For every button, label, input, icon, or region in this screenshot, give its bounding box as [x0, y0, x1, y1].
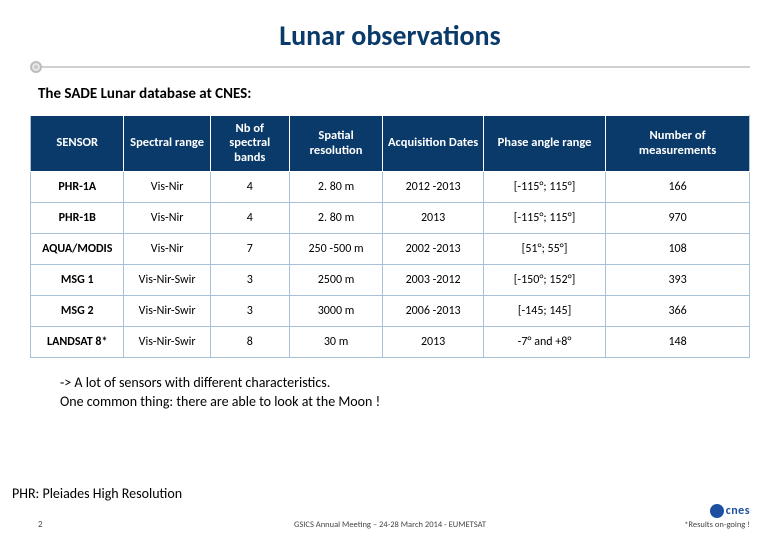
cell: Vis-Nir-Swir: [124, 265, 210, 296]
rule-line: [42, 66, 750, 68]
cell: 250 -500 m: [289, 234, 382, 265]
cell: 8: [210, 327, 289, 358]
cell: 3: [210, 296, 289, 327]
cell: 3000 m: [289, 296, 382, 327]
cell: 2006 -2013: [383, 296, 484, 327]
cell: 30 m: [289, 327, 382, 358]
footer-center: GSICS Annual Meeting – 24-28 March 2014 …: [294, 520, 486, 530]
cell: [-150°; 152°]: [483, 265, 605, 296]
table-row: PHR-1A Vis-Nir 4 2. 80 m 2012 -2013 [-11…: [31, 172, 750, 203]
cell-sensor: PHR-1B: [31, 203, 124, 234]
cell: 4: [210, 172, 289, 203]
note-block: -> A lot of sensors with different chara…: [60, 374, 750, 412]
cell: 2013: [383, 203, 484, 234]
cell: 166: [606, 172, 750, 203]
cell: 2002 -2013: [383, 234, 484, 265]
col-nb-bands: Nb of spectral bands: [210, 116, 289, 172]
cell: 2003 -2012: [383, 265, 484, 296]
table-row: MSG 1 Vis-Nir-Swir 3 2500 m 2003 -2012 […: [31, 265, 750, 296]
col-phase-angle: Phase angle range: [483, 116, 605, 172]
subtitle: The SADE Lunar database at CNES:: [38, 85, 750, 103]
cell-sensor: PHR-1A: [31, 172, 124, 203]
cell-sensor: MSG 2: [31, 296, 124, 327]
page-number: 2: [38, 519, 43, 530]
col-spatial-res: Spatial resolution: [289, 116, 382, 172]
footer-right: *Results on-going !: [684, 520, 750, 530]
cell-sensor: MSG 1: [31, 265, 124, 296]
cell: 3: [210, 265, 289, 296]
cell: 393: [606, 265, 750, 296]
cell: 2. 80 m: [289, 203, 382, 234]
col-spectral-range: Spectral range: [124, 116, 210, 172]
cell: [-115°; 115°]: [483, 172, 605, 203]
table-row: AQUA/MODIS Vis-Nir 7 250 -500 m 2002 -20…: [31, 234, 750, 265]
page-title: Lunar observations: [30, 18, 750, 53]
cell: 7: [210, 234, 289, 265]
cell: [-115°; 115°]: [483, 203, 605, 234]
cell: Vis-Nir-Swir: [124, 296, 210, 327]
title-rule: [30, 61, 750, 73]
table-row: MSG 2 Vis-Nir-Swir 3 3000 m 2006 -2013 […: [31, 296, 750, 327]
cell: 108: [606, 234, 750, 265]
cell: [-145; 145]: [483, 296, 605, 327]
table-header-row: SENSOR Spectral range Nb of spectral ban…: [31, 116, 750, 172]
cell: Vis-Nir: [124, 172, 210, 203]
cell-sensor: LANDSAT 8*: [31, 327, 124, 358]
table-body: PHR-1A Vis-Nir 4 2. 80 m 2012 -2013 [-11…: [31, 172, 750, 358]
slide: Lunar observations The SADE Lunar databa…: [0, 0, 780, 540]
cell: Vis-Nir: [124, 203, 210, 234]
rule-dot-icon: [30, 61, 42, 73]
note-line-2: One common thing: there are able to look…: [60, 393, 750, 412]
col-acq-dates: Acquisition Dates: [383, 116, 484, 172]
cell: 4: [210, 203, 289, 234]
cell: 2012 -2013: [383, 172, 484, 203]
cell: 2013: [383, 327, 484, 358]
cell: 970: [606, 203, 750, 234]
phr-definition: PHR: Pleiades High Resolution: [12, 485, 182, 502]
sensor-table: SENSOR Spectral range Nb of spectral ban…: [30, 115, 750, 358]
footer: 2 GSICS Annual Meeting – 24-28 March 201…: [0, 510, 780, 530]
cell: 2. 80 m: [289, 172, 382, 203]
table-row: PHR-1B Vis-Nir 4 2. 80 m 2013 [-115°; 11…: [31, 203, 750, 234]
cell: Vis-Nir-Swir: [124, 327, 210, 358]
cell: Vis-Nir: [124, 234, 210, 265]
col-sensor: SENSOR: [31, 116, 124, 172]
table-row: LANDSAT 8* Vis-Nir-Swir 8 30 m 2013 -7° …: [31, 327, 750, 358]
cell: 366: [606, 296, 750, 327]
col-num-meas: Number of measurements: [606, 116, 750, 172]
note-line-1: -> A lot of sensors with different chara…: [60, 374, 750, 393]
cell: [51°; 55°]: [483, 234, 605, 265]
cell: 2500 m: [289, 265, 382, 296]
cell: -7° and +8°: [483, 327, 605, 358]
cell-sensor: AQUA/MODIS: [31, 234, 124, 265]
cell: 148: [606, 327, 750, 358]
